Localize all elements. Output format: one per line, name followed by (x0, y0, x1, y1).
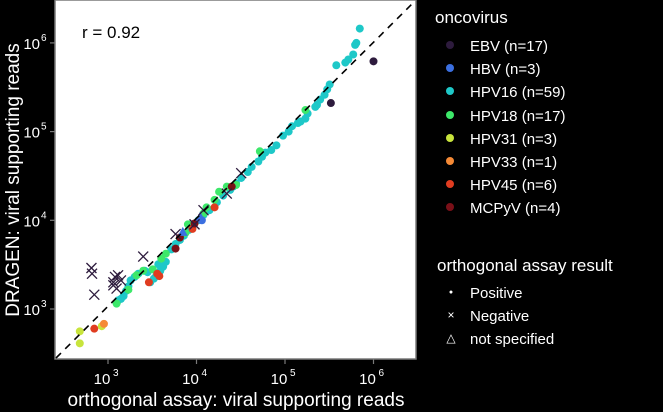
y-tick-label: 10 (23, 213, 40, 230)
x-tick-label: 10 (182, 371, 199, 388)
shape-legend-item: △ not specified (446, 331, 554, 348)
positive-marker (99, 319, 108, 328)
negative-marker (85, 262, 97, 274)
positive-marker (254, 157, 263, 166)
x-tick-exponent: 5 (290, 368, 296, 379)
y-tick-label: 10 (23, 36, 40, 53)
positive-marker (332, 61, 341, 70)
legend-item: MCPyV (n=4) (446, 200, 560, 217)
positive-marker (90, 324, 99, 333)
identity-line (55, 0, 416, 359)
shape-legend-item: × Negative (446, 308, 529, 325)
positive-marker (75, 327, 84, 336)
positive-marker (124, 285, 133, 294)
positive-marker (311, 102, 320, 111)
positive-marker (326, 99, 335, 108)
negative-marker (221, 188, 233, 200)
legend-swatch-icon (446, 41, 454, 50)
legend-label: EBV (n=17) (470, 38, 548, 55)
data-points (75, 24, 378, 348)
legend-label: HPV33 (n=1) (470, 154, 558, 171)
x-axis-label: orthogonal assay: viral supporting reads (68, 390, 405, 411)
positive-marker (153, 269, 162, 278)
positive-marker (341, 58, 350, 67)
positive-marker (293, 119, 302, 128)
x-tick-exponent: 6 (379, 368, 385, 379)
positive-marker (144, 278, 153, 287)
triangle-icon: △ (446, 331, 456, 346)
positive-marker (210, 203, 219, 212)
legend-item: HBV (n=3) (446, 61, 540, 78)
legend-label: HPV16 (n=59) (470, 84, 566, 102)
shape-legend-item: ● Positive (446, 285, 523, 302)
legend-swatch-icon (446, 133, 454, 142)
y-axis-label: DRAGEN: viral supporting reads (3, 43, 24, 317)
shape-legend-label: Negative (470, 308, 530, 325)
legend-label: HBV (n=3) (470, 61, 541, 79)
legend-item: EBV (n=17) (446, 38, 548, 55)
legend-label: HPV45 (n=6) (470, 177, 558, 195)
negative-marker (170, 228, 182, 240)
negative-marker (189, 218, 200, 230)
legend-item: HPV33 (n=1) (446, 154, 557, 171)
y-tick-exponent: 3 (41, 299, 47, 310)
legend-item: HPV16 (n=59) (446, 84, 565, 101)
positive-marker (284, 127, 293, 136)
negative-marker (115, 274, 127, 286)
positive-marker (157, 254, 166, 263)
y-tick-label: 10 (23, 302, 40, 319)
positive-marker (369, 57, 378, 66)
y-tick-exponent: 6 (41, 33, 47, 44)
legend-item: HPV18 (n=17) (446, 108, 565, 125)
legend-label: MCPyV (n=4) (470, 200, 561, 218)
y-tick-exponent: 5 (41, 122, 47, 133)
axes: 10 3 10 4 10 5 10 610 310 410 510 6 (23, 33, 384, 388)
legend-item: HPV45 (n=6) (446, 177, 557, 194)
positive-marker (227, 182, 236, 191)
negative-marker (112, 269, 124, 281)
legend-swatch-icon (446, 64, 454, 73)
positive-marker (197, 216, 206, 225)
positive-marker (349, 50, 358, 59)
legend-swatch-icon (446, 87, 454, 96)
circle-icon: ● (448, 288, 454, 296)
positive-marker (272, 141, 281, 150)
legend-swatch-icon (446, 157, 454, 166)
negative-marker (109, 271, 121, 283)
positive-marker (243, 168, 252, 177)
legend-swatch-icon (446, 110, 454, 119)
x-icon: × (447, 308, 455, 323)
legend-swatch-icon (446, 203, 454, 212)
legend-swatch-icon (446, 180, 454, 189)
positive-marker (132, 271, 141, 280)
x-tick-exponent: 4 (202, 368, 208, 379)
negative-marker (88, 289, 100, 301)
negative-marker (137, 251, 149, 263)
legend-item: HPV31 (n=3) (446, 131, 557, 148)
positive-marker (355, 24, 364, 33)
x-tick-label: 10 (359, 371, 376, 388)
legend-label: HPV18 (n=17) (470, 107, 566, 125)
legend-label: HPV31 (n=3) (470, 130, 558, 148)
legend-shape-title: orthogonal assay result (437, 256, 613, 275)
positive-marker (351, 40, 360, 49)
x-tick-label: 10 (271, 371, 288, 388)
y-tick-exponent: 4 (41, 210, 47, 221)
positive-marker (112, 299, 121, 308)
x-tick-label: 10 (94, 371, 111, 388)
shape-legend-label: Positive (470, 285, 523, 302)
shape-legend-label: not specified (470, 331, 555, 348)
positive-marker (255, 147, 264, 156)
positive-marker (171, 244, 180, 253)
y-tick-label: 10 (23, 125, 40, 142)
positive-marker (75, 339, 84, 348)
positive-marker (215, 187, 224, 196)
negative-marker (107, 279, 119, 291)
x-tick-exponent: 3 (113, 368, 119, 379)
legend-color-title: oncovirus (435, 8, 508, 27)
correlation-annotation: r = 0.92 (82, 23, 140, 42)
negative-marker (86, 268, 98, 280)
